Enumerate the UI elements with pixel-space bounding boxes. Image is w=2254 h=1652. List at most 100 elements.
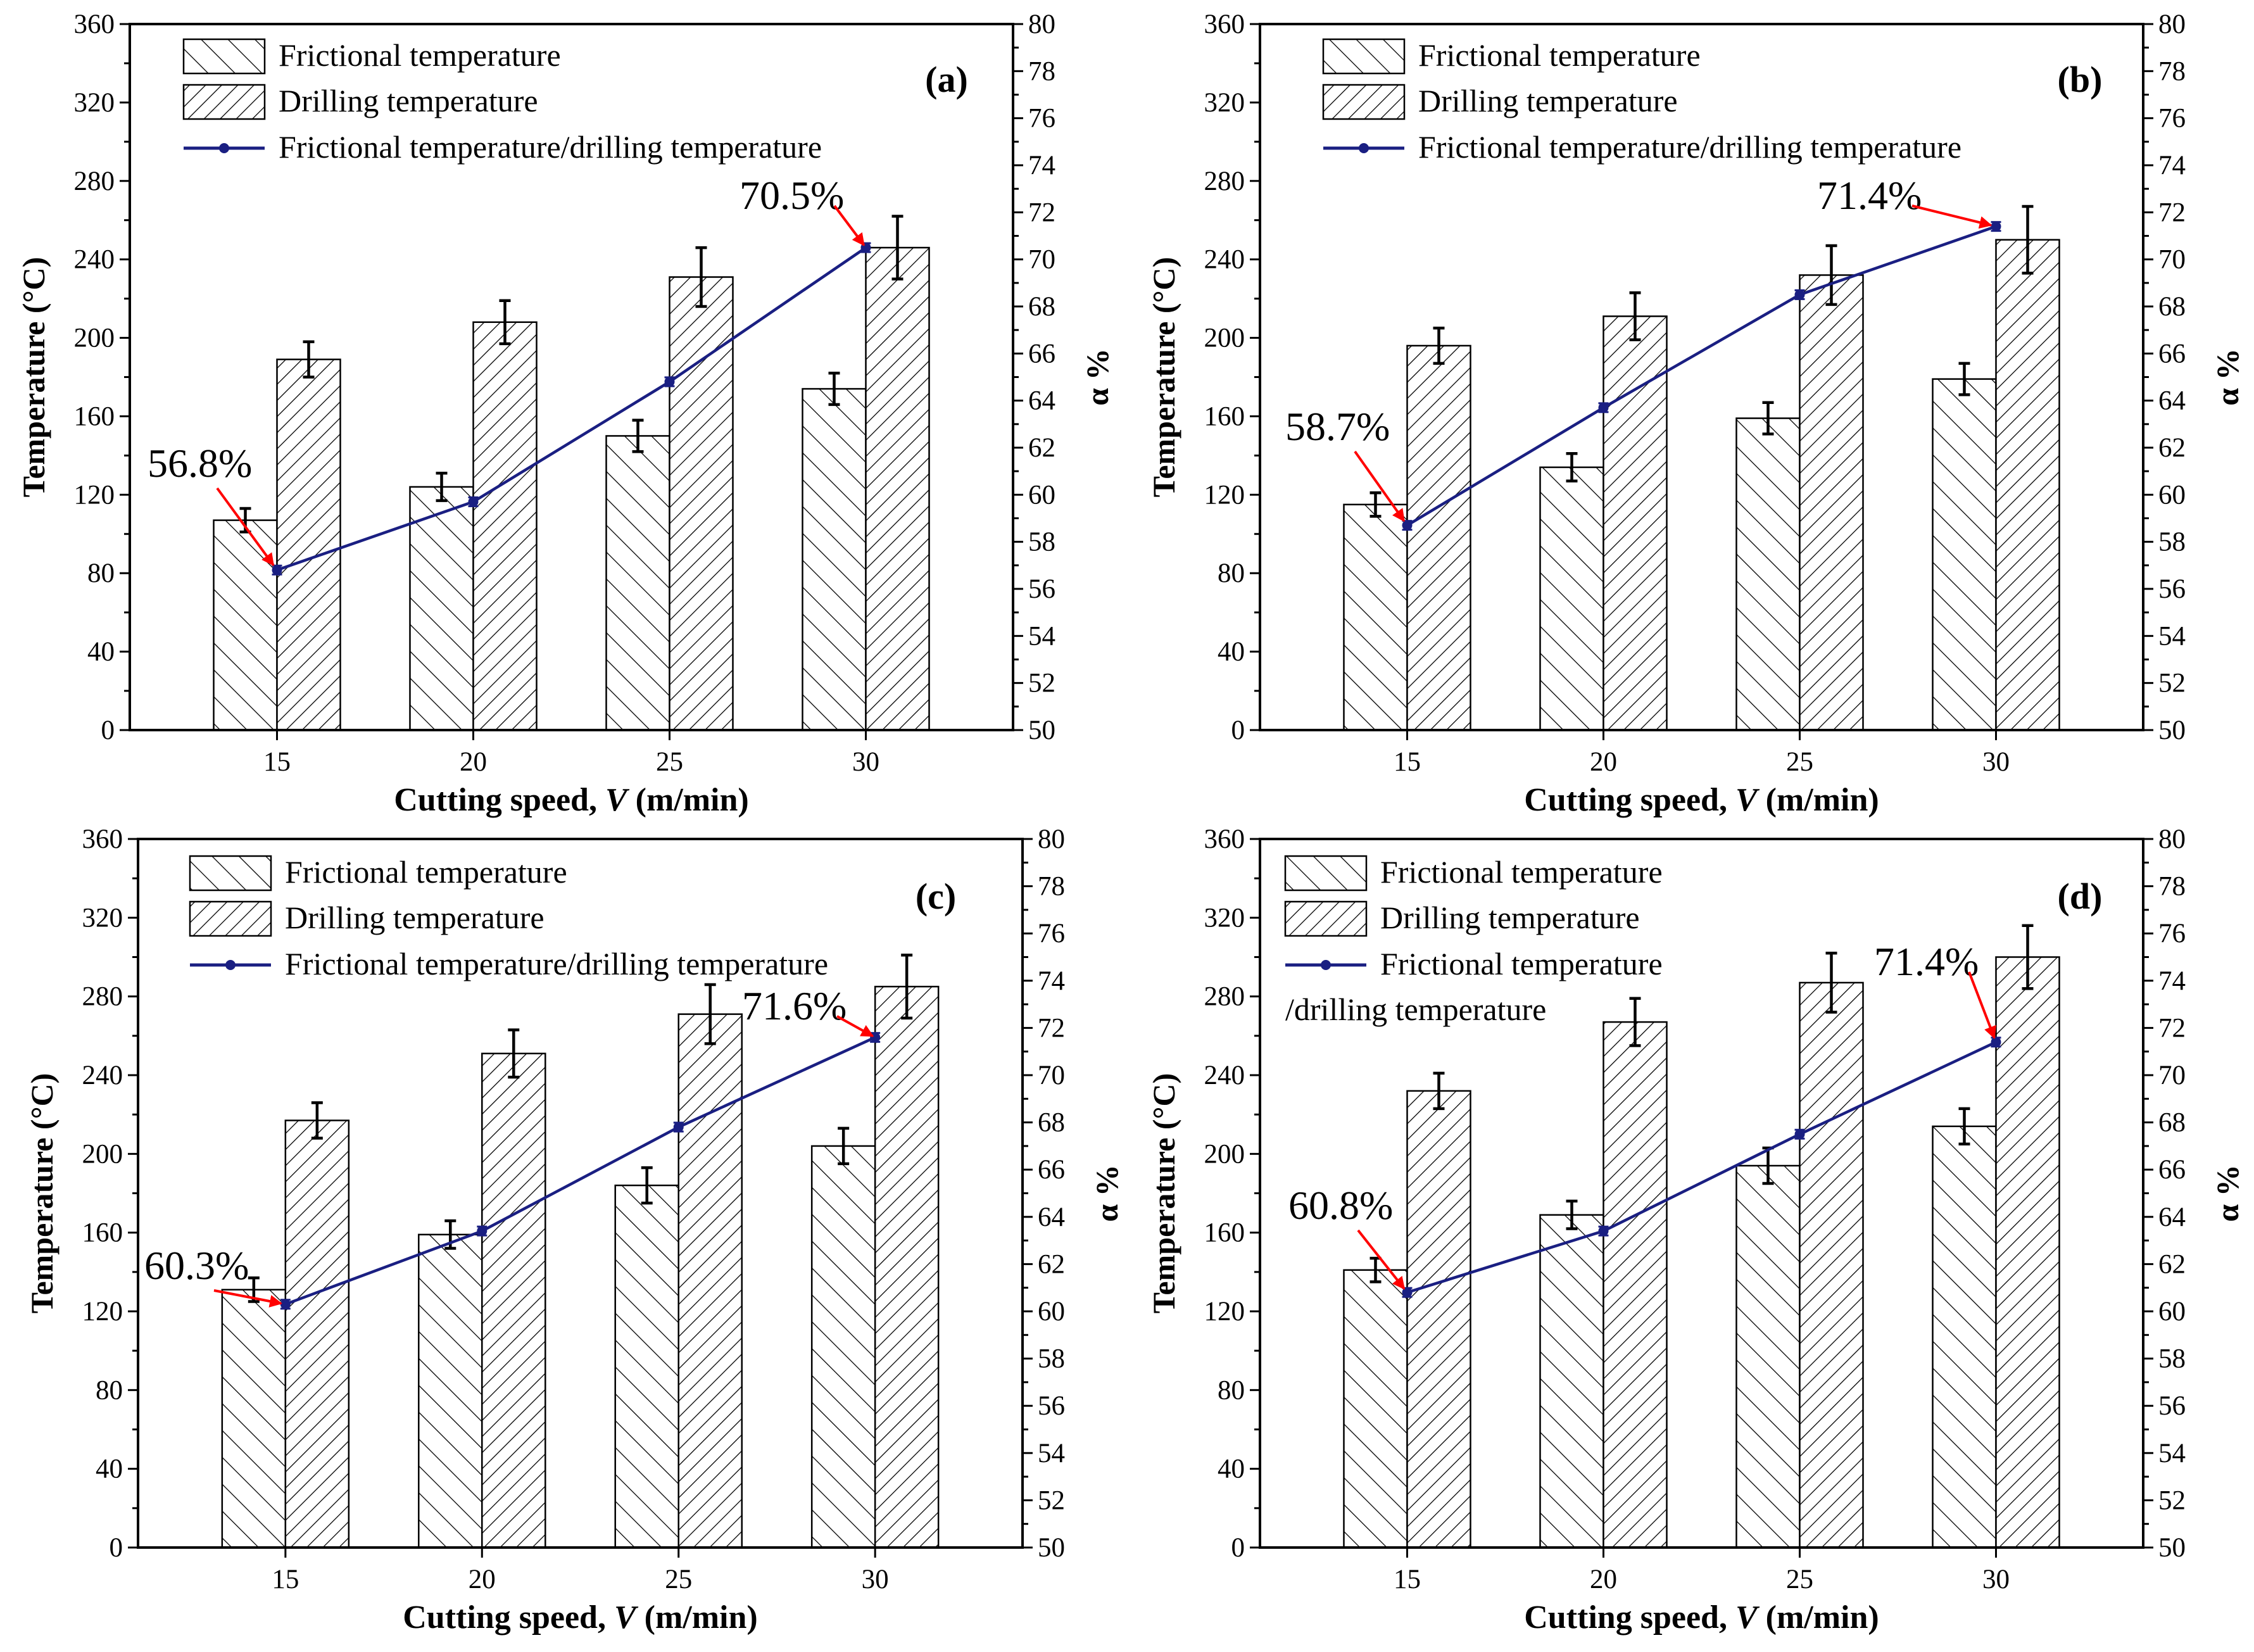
y-left-tick-label: 360 [82,824,123,854]
series-line-ratio [1406,1040,1997,1294]
panel-label: (b) [2058,59,2103,100]
error-bar-drilling [891,215,903,281]
x-axis-title: Cutting speed, V (m/min) [1524,1599,1879,1636]
bar-drilling [677,1013,743,1549]
error-bar-drilling [2022,924,2034,990]
series-point-ratio [1991,221,2001,232]
x-axis-title-prefix: Cutting speed, [394,782,605,818]
bar-drilling [276,358,341,731]
bar-drilling [1406,1090,1471,1549]
y-left-tick-label: 40 [1218,637,1245,667]
x-tick-label: 15 [1394,747,1421,777]
error-bar-frictional [632,419,644,453]
y-left-tick-label: 280 [82,982,123,1012]
bar-drilling [1602,315,1668,731]
x-axis-title: Cutting speed, V (m/min) [403,1599,758,1636]
y-left-tick-label: 320 [82,903,123,933]
error-bar-drilling [508,1028,520,1079]
series-point-ratio [1598,1226,1609,1237]
error-bar-frictional [838,1126,850,1166]
y-right-tick-label: 80 [1038,824,1065,854]
y-left-tick-label: 0 [1231,1533,1245,1563]
y-left-tick-label: 80 [1218,558,1245,588]
y-left-tick-label: 120 [1204,1297,1245,1327]
bar-frictional [221,1289,287,1549]
x-axis-title: Cutting speed, V (m/min) [1524,782,1879,818]
panel-label: (d) [2058,876,2103,917]
x-tick-label: 20 [460,747,487,777]
bar-drilling [481,1052,546,1549]
annotation-arrow [216,487,275,567]
y-right-tick-label: 54 [2158,1439,2186,1468]
y-right-tick-label: 70 [1038,1061,1065,1090]
bar-frictional [1932,378,1997,731]
y-right-tick-label: 56 [1028,574,1055,604]
y-left-tick-label: 200 [74,324,115,353]
y-right-tick-label: 64 [1028,386,1055,416]
y-right-tick-label: 54 [2158,621,2186,651]
y-left-tick-label: 120 [74,480,115,510]
y-right-tick-label: 52 [2158,669,2186,698]
x-axis-title: Cutting speed, V (m/min) [394,782,749,818]
panel-label: (a) [925,59,968,100]
bar-drilling [1799,981,1864,1549]
y-left-tick-label: 160 [82,1218,123,1248]
legend-label-ratio: Frictional temperature/drilling temperat… [279,129,822,165]
x-axis-title-variable: V [1735,1599,1760,1636]
annotation-label: 60.8% [1288,1183,1393,1228]
legend-swatch-ratio-marker [219,143,229,153]
y-right-tick-label: 68 [1038,1108,1065,1138]
series-point-ratio [468,496,479,507]
legend-swatch-drilling [189,900,272,937]
x-tick-label: 25 [656,747,683,777]
y-right-tick-label: 68 [1028,292,1055,322]
bar-drilling [1995,956,2060,1549]
series-point-ratio [1794,1129,1805,1140]
y-right-tick-label: 50 [1038,1533,1065,1563]
series-point-ratio [664,376,675,387]
error-bar-frictional [1369,491,1382,518]
y-right-tick-label: 50 [2158,716,2186,745]
y-left-tick-label: 160 [74,401,115,431]
y-right-tick-label: 70 [2158,1061,2186,1090]
series-line-ratio [285,1036,876,1306]
series-point-ratio [1794,289,1805,300]
x-tick-label: 30 [852,747,879,777]
y-left-tick-label: 360 [74,9,115,39]
annotation-label: 58.7% [1285,404,1390,449]
bar-drilling [1406,344,1471,731]
y-right-tick-label: 64 [2158,386,2186,416]
bar-frictional [418,1233,483,1549]
x-axis-title-unit: (m/min) [627,782,749,818]
annotation-label: 71.4% [1817,173,1922,218]
y-right-tick-label: 68 [2158,1108,2186,1138]
y-left-tick-label: 80 [96,1375,123,1405]
y-left-tick-label: 80 [87,558,115,588]
y-left-tick-label: 240 [82,1061,123,1090]
y-right-tick-label: 72 [1028,198,1055,227]
y-right-tick-label: 60 [2158,480,2186,510]
y-right-tick-label: 50 [1028,716,1055,745]
legend-label-ratio: Frictional temperature/drilling temperat… [1418,129,1961,165]
legend-label-drilling: Drilling temperature [1380,900,1640,935]
x-tick-label: 15 [1394,1565,1421,1594]
x-tick-label: 30 [1982,1565,2010,1594]
annotation-arrow [1354,450,1406,522]
series-point-ratio [1598,402,1609,413]
series-point-ratio [272,565,282,576]
legend-label-ratio-cont: /drilling temperature [1285,992,1546,1027]
legend-swatch-frictional [1284,855,1368,892]
y-left-tick-label: 320 [74,88,115,118]
y-right-tick-label: 78 [1038,872,1065,902]
bar-drilling [669,276,734,731]
y-right-axis-title: α % [1089,1164,1124,1221]
series-point-ratio [280,1299,291,1309]
y-left-tick-label: 40 [1218,1454,1245,1484]
series-point-ratio [1402,1287,1413,1298]
y-right-tick-label: 62 [1028,433,1055,463]
y-left-tick-label: 280 [1204,982,1245,1012]
bar-frictional [605,435,671,731]
error-bar-frictional [436,472,448,502]
chart-panel-d: 0 40 80 120 160 200 240 280 320 360 50 52 54 56 58 60 62… [1146,824,2245,1636]
